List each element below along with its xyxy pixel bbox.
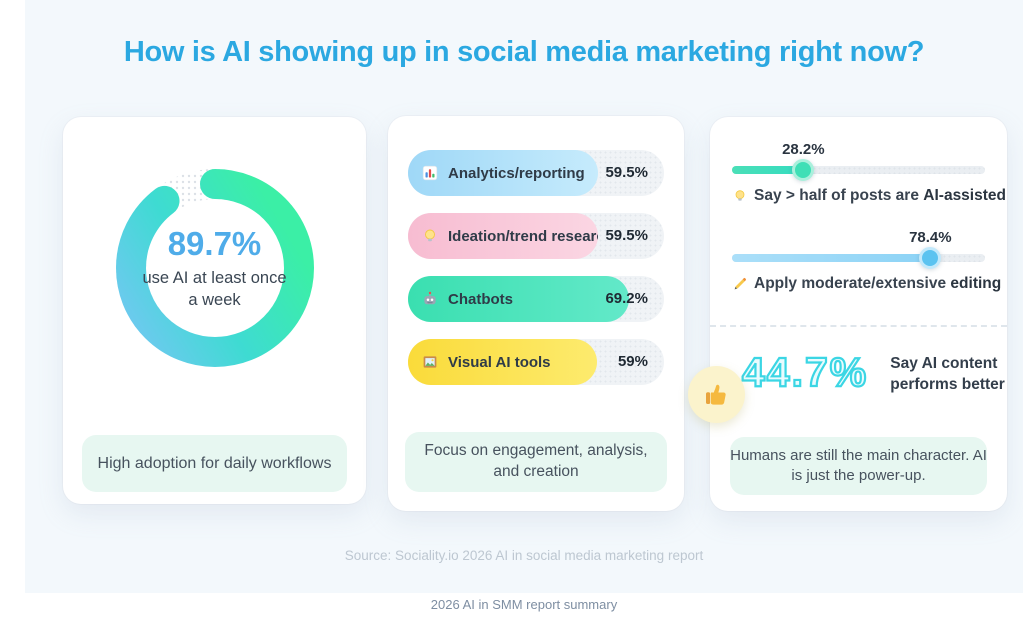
workflow-card: 28.2% Say > half of posts are AI-assiste… bbox=[710, 117, 1007, 511]
performance-stat: 44.7% Say AI content performs better bbox=[741, 348, 1007, 396]
slider-fill bbox=[732, 254, 931, 262]
bar-fill: Visual AI tools bbox=[408, 339, 597, 385]
bar-row-chatbots: Chatbots 69.2% bbox=[408, 276, 664, 322]
infographic-canvas: How is AI showing up in social media mar… bbox=[25, 0, 1023, 593]
editing-slider: 78.4% Apply moderate/extensive editing bbox=[732, 229, 1001, 293]
slider-value-label: 28.2% bbox=[782, 141, 825, 158]
bar-value: 59.5% bbox=[605, 164, 648, 181]
stat-number: 44.7% bbox=[741, 348, 869, 396]
bar-value: 69.2% bbox=[605, 290, 648, 307]
slider-track bbox=[732, 159, 985, 181]
adoption-card: 89.7% use AI at least once a week High a… bbox=[63, 117, 366, 504]
bar-label: Analytics/reporting bbox=[448, 164, 585, 182]
use-cases-caption: Focus on engagement, analysis, and creat… bbox=[405, 432, 667, 492]
adoption-caption: High adoption for daily workflows bbox=[82, 435, 347, 492]
slider-value-label: 78.4% bbox=[909, 229, 952, 246]
ai-assisted-slider: 28.2% Say > half of posts are AI-assiste… bbox=[732, 141, 1006, 205]
donut-progress-arc bbox=[115, 169, 314, 367]
slider-fill bbox=[732, 166, 804, 174]
donut-chart: 89.7% use AI at least once a week bbox=[109, 162, 321, 374]
robot-icon bbox=[424, 291, 436, 305]
bar-fill: Ideation/trend research bbox=[408, 213, 599, 259]
source-line: Source: Sociality.io 2026 AI in social m… bbox=[344, 548, 704, 563]
thumbs-up-icon bbox=[705, 384, 726, 405]
page-title: How is AI showing up in social media mar… bbox=[123, 36, 925, 68]
bar-fill: Analytics/reporting bbox=[408, 150, 599, 196]
slider-caption: Apply moderate/extensive editing bbox=[732, 275, 1001, 293]
bar-value: 59.5% bbox=[605, 227, 648, 244]
bar-fill: Chatbots bbox=[408, 276, 630, 322]
dashed-divider bbox=[710, 325, 1007, 327]
bar-row-analytics: Analytics/reporting 59.5% bbox=[408, 150, 664, 196]
footer-caption: 2026 AI in SMM report summary bbox=[430, 597, 618, 612]
slider-caption: Say > half of posts are AI-assisted bbox=[732, 187, 1006, 205]
workflow-caption: Humans are still the main character. AI … bbox=[730, 437, 987, 495]
bar-row-ideation: Ideation/trend research 59.5% bbox=[408, 213, 664, 259]
bar-row-visual-ai: Visual AI tools 59% bbox=[408, 339, 664, 385]
lightbulb-icon bbox=[735, 190, 745, 202]
slider-track bbox=[732, 247, 985, 269]
bar-label: Ideation/trend research bbox=[448, 227, 599, 245]
bar-label: Chatbots bbox=[448, 290, 513, 308]
lightbulb-icon bbox=[425, 229, 435, 242]
slider-thumb[interactable] bbox=[919, 247, 942, 269]
bar-label: Visual AI tools bbox=[448, 353, 551, 371]
stat-text: Say AI content performs better bbox=[890, 355, 1005, 393]
pencil-icon bbox=[734, 277, 747, 290]
framed-picture-icon bbox=[423, 356, 437, 368]
use-cases-card: Analytics/reporting 59.5% Ideation/trend… bbox=[388, 116, 684, 511]
thumbs-up-badge bbox=[688, 366, 745, 423]
bar-value: 59% bbox=[617, 353, 648, 370]
bar-chart-icon bbox=[422, 165, 438, 181]
slider-thumb[interactable] bbox=[792, 159, 815, 181]
